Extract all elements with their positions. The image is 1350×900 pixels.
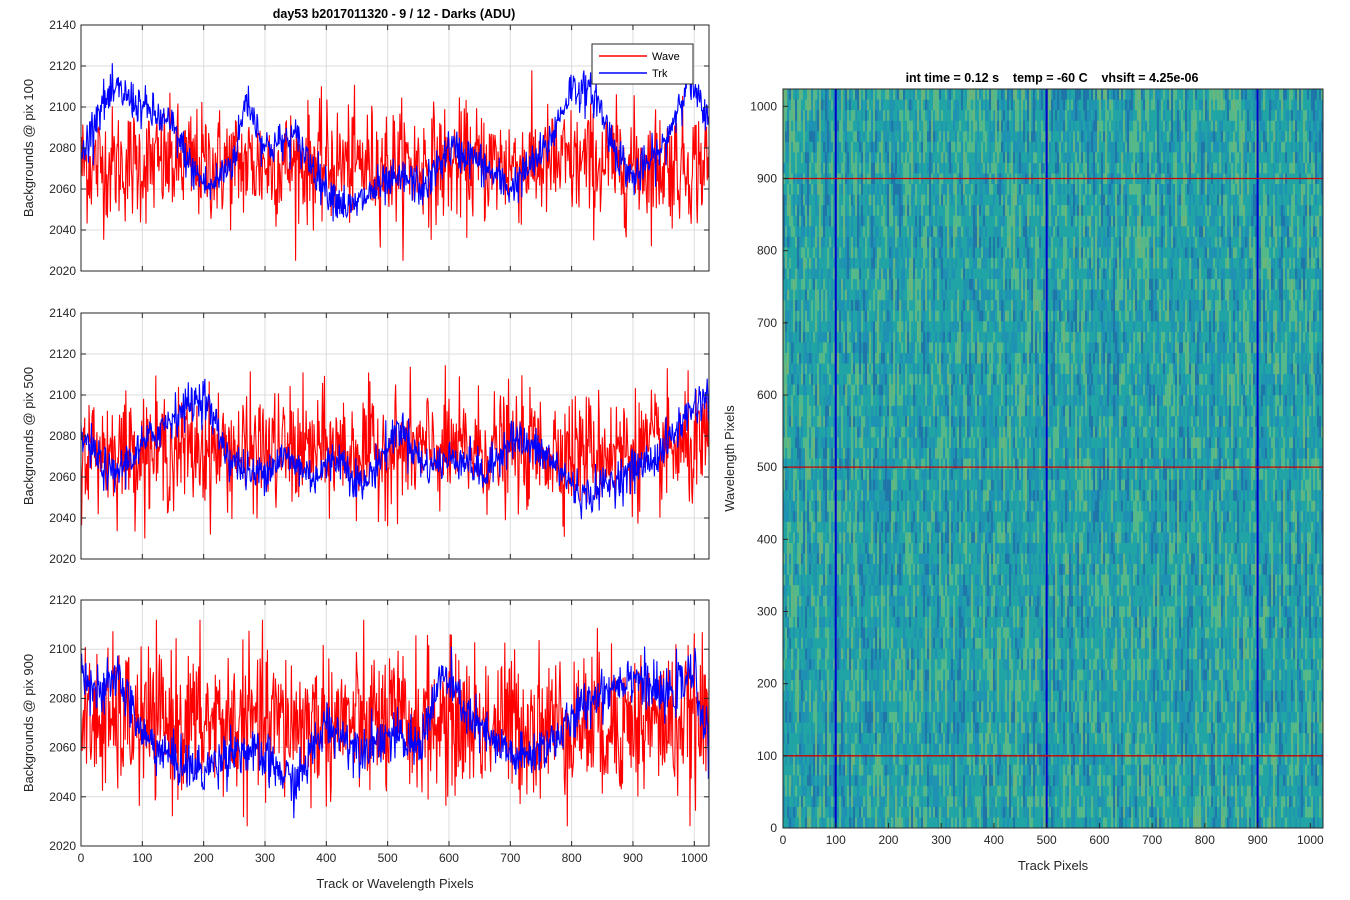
- series-trk-line: [80, 646, 710, 819]
- x-tick-label: 0: [780, 833, 787, 847]
- y-tick-label: 700: [757, 316, 777, 330]
- x-tick-label: 1000: [681, 851, 708, 865]
- y-tick-label: 900: [757, 171, 777, 185]
- y-tick-label: 2100: [49, 100, 76, 114]
- x-tick-label: 100: [826, 833, 846, 847]
- x-tick-label: 100: [132, 851, 152, 865]
- x-tick-label: 900: [623, 851, 643, 865]
- y-tick-label: 2120: [49, 347, 76, 361]
- heatmap-panel: 0 100 200 300 400 500 600 700 800 900 1000 0 100 200 3…: [722, 88, 1324, 873]
- x-tick-label: 500: [378, 851, 398, 865]
- y-tick-label: 2060: [49, 182, 76, 196]
- x-axis-label: Track or Wavelength Pixels: [316, 876, 474, 891]
- y-tick-label: 2100: [49, 388, 76, 402]
- y-tick-label: 2100: [49, 642, 76, 656]
- x-tick-label: 1000: [1297, 833, 1324, 847]
- y-tick-label: 2140: [49, 306, 76, 320]
- y-tick-label: 2140: [49, 18, 76, 32]
- legend: Wave Trk: [591, 43, 694, 85]
- y-axis-label: Wavelength Pixels: [722, 405, 737, 512]
- y-tick-label: 2020: [49, 552, 76, 566]
- legend-trk-label: Trk: [652, 68, 668, 80]
- panel-pix-500: 2020 2040 2060 2080 2100 2120 2140 Backgrounds …: [21, 306, 710, 566]
- y-tick-label: 500: [757, 460, 777, 474]
- y-axis-label: Backgrounds @ pix 100: [21, 79, 36, 217]
- x-tick-label: 200: [194, 851, 214, 865]
- y-tick-label: 2020: [49, 839, 76, 853]
- y-tick-label: 300: [757, 604, 777, 618]
- y-tick-label: 200: [757, 677, 777, 691]
- y-tick-label: 2080: [49, 141, 76, 155]
- y-tick-label: 600: [757, 388, 777, 402]
- y-tick-label: 1000: [750, 99, 777, 113]
- x-tick-label: 400: [984, 833, 1004, 847]
- x-tick-label: 800: [562, 851, 582, 865]
- y-tick-label: 400: [757, 532, 777, 546]
- legend-wave-label: Wave: [652, 51, 680, 63]
- x-tick-label: 900: [1248, 833, 1268, 847]
- x-tick-label: 300: [255, 851, 275, 865]
- heatmap-title: int time = 0.12 s temp = -60 C vhsift = …: [906, 71, 1199, 85]
- y-tick-label: 2020: [49, 264, 76, 278]
- y-tick-label: 100: [757, 749, 777, 763]
- y-tick-label: 2060: [49, 470, 76, 484]
- y-tick-label: 2040: [49, 790, 76, 804]
- y-tick-label: 800: [757, 244, 777, 258]
- x-tick-label: 400: [316, 851, 336, 865]
- y-tick-label: 2080: [49, 429, 76, 443]
- y-tick-label: 2080: [49, 691, 76, 705]
- x-tick-label: 0: [78, 851, 85, 865]
- y-tick-label: 2040: [49, 223, 76, 237]
- y-tick-label: 0: [770, 821, 777, 835]
- series-wave-line: [80, 365, 710, 539]
- x-tick-label: 700: [500, 851, 520, 865]
- x-tick-label: 600: [1089, 833, 1109, 847]
- axes-box: [80, 599, 710, 847]
- panel-pix-900: 2020 2040 2060 2080 2100 2120 0 100 200 300 400 500…: [21, 593, 710, 891]
- heatmap-cells: [783, 89, 1324, 829]
- y-tick-label: 2120: [49, 59, 76, 73]
- y-tick-label: 2060: [49, 741, 76, 755]
- x-tick-label: 500: [1037, 833, 1057, 847]
- y-axis-label: Backgrounds @ pix 900: [21, 654, 36, 792]
- figure-title: day53 b2017011320 - 9 / 12 - Darks (ADU): [273, 7, 516, 21]
- y-tick-label: 2040: [49, 511, 76, 525]
- x-tick-label: 800: [1195, 833, 1215, 847]
- y-axis-label: Backgrounds @ pix 500: [21, 367, 36, 505]
- series-trk-line: [80, 60, 710, 222]
- x-tick-label: 700: [1142, 833, 1162, 847]
- series-trk-line: [80, 378, 710, 520]
- x-tick-label: 300: [931, 833, 951, 847]
- x-tick-label: 600: [439, 851, 459, 865]
- y-tick-label: 2120: [49, 593, 76, 607]
- axes-box: [782, 88, 1324, 829]
- x-tick-label: 200: [878, 833, 898, 847]
- x-axis-label: Track Pixels: [1018, 858, 1089, 873]
